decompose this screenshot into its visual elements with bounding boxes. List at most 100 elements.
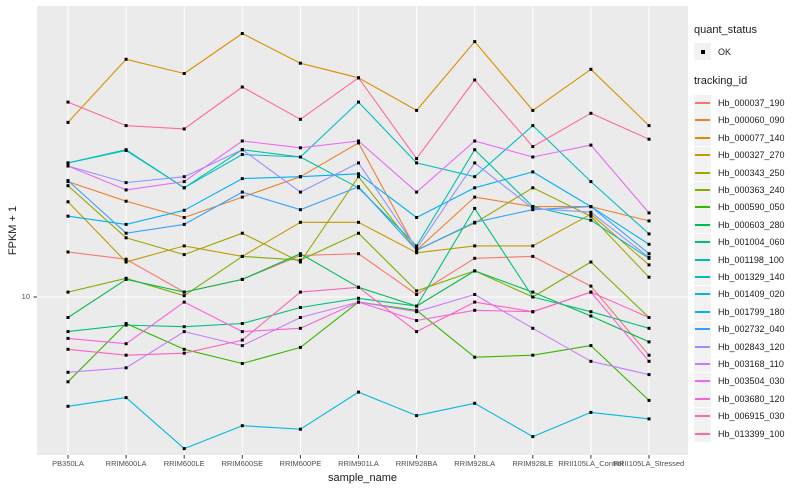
data-point: [66, 404, 70, 408]
data-point: [240, 190, 244, 194]
data-point: [415, 330, 419, 334]
data-point: [415, 310, 419, 314]
data-point: [298, 208, 302, 212]
data-point: [66, 290, 70, 294]
data-point: [647, 326, 651, 330]
data-point: [473, 300, 477, 304]
legend-item-Hb_013399_100: Hb_013399_100: [694, 425, 785, 442]
data-point: [124, 366, 128, 370]
data-point: [357, 296, 360, 300]
legend-item-Hb_000037_190: Hb_000037_190: [694, 94, 785, 112]
line-key-icon: [694, 216, 711, 234]
data-point: [357, 161, 360, 165]
data-point: [240, 330, 244, 334]
legend-line-swatch: [695, 171, 710, 174]
legend-item-Hb_001004_060: Hb_001004_060: [694, 233, 785, 251]
legend-line-swatch: [695, 258, 710, 261]
data-point: [647, 242, 651, 246]
line-key-icon: [694, 164, 711, 182]
legend-item-Hb_002843_120: Hb_002843_120: [694, 338, 785, 356]
data-point: [240, 362, 244, 365]
data-point: [531, 124, 535, 128]
data-point: [473, 256, 477, 260]
data-point: [531, 310, 535, 314]
legend-line-swatch: [695, 223, 710, 226]
data-point: [240, 277, 244, 281]
data-point: [124, 181, 128, 185]
data-point: [182, 180, 186, 184]
x-tick-label: RRIM928BA: [395, 459, 438, 468]
data-point: [647, 232, 651, 236]
legend-item-label: Hb_003680_120: [718, 393, 785, 404]
legend-item-Hb_000077_140: Hb_000077_140: [694, 129, 785, 147]
data-point: [589, 180, 593, 184]
data-point: [473, 244, 477, 248]
data-point: [240, 177, 244, 181]
legend-item-label: Hb_013399_100: [718, 428, 785, 439]
legend-item-Hb_001329_140: Hb_001329_140: [694, 268, 785, 286]
data-point: [298, 326, 302, 330]
data-point: [298, 290, 302, 294]
data-point: [66, 250, 70, 254]
data-point: [531, 326, 535, 330]
data-point: [182, 290, 186, 294]
data-point: [182, 244, 186, 248]
data-point: [647, 252, 651, 256]
x-tick-label: RRII105LA_Control: [558, 459, 624, 468]
line-key-icon: [694, 338, 711, 356]
data-point: [473, 139, 477, 143]
data-point: [182, 208, 186, 212]
data-point: [357, 285, 360, 289]
data-point: [473, 78, 477, 82]
data-point: [182, 127, 186, 131]
data-point: [357, 175, 360, 179]
legend-line-swatch: [695, 432, 710, 435]
data-point: [415, 244, 419, 248]
line-key-icon: [694, 407, 711, 425]
x-tick-label: RRIM600SE: [221, 459, 264, 468]
data-point: [647, 263, 651, 267]
data-point: [357, 100, 360, 104]
line-key-icon: [694, 233, 711, 251]
legend-item-label: Hb_000590_050: [718, 202, 785, 213]
data-point: [124, 396, 128, 400]
data-point: [124, 188, 128, 192]
legend-item-Hb_003680_120: Hb_003680_120: [694, 390, 785, 408]
data-point: [589, 205, 593, 209]
y-axis-title: FPKM + 1: [7, 205, 19, 256]
data-point: [357, 76, 360, 80]
data-point: [298, 345, 302, 349]
data-point: [124, 353, 128, 357]
data-point: [589, 310, 593, 314]
data-point: [415, 414, 419, 418]
data-point: [182, 222, 186, 226]
plot-panel: [37, 6, 688, 455]
data-point: [647, 219, 651, 223]
legend-item-label: Hb_000327_270: [718, 150, 785, 161]
data-point: [415, 247, 419, 250]
data-point: [66, 316, 70, 319]
data-point: [531, 435, 535, 439]
data-point: [298, 220, 302, 224]
data-point: [531, 170, 535, 174]
line-key-icon: [694, 181, 711, 199]
legend-item-label: Hb_002843_120: [718, 341, 785, 352]
data-point: [298, 146, 302, 150]
data-point: [124, 342, 128, 346]
legend-item-label: Hb_000343_250: [718, 167, 785, 178]
data-point: [473, 195, 477, 199]
data-point: [357, 252, 360, 256]
data-point: [298, 117, 302, 121]
data-point: [124, 236, 128, 240]
legend-item-label: Hb_000037_190: [718, 98, 785, 109]
legend-title-quant-status: quant_status: [694, 24, 757, 36]
data-point: [473, 401, 477, 405]
legend-line-swatch: [695, 362, 710, 365]
tracking-id-legend-items: Hb_000037_190 Hb_000060_090 Hb_000077_140 H…: [694, 94, 785, 442]
line-key-icon: [694, 303, 711, 321]
legend-line-swatch: [695, 119, 710, 122]
line-key-icon: [694, 268, 711, 286]
legend-line-swatch: [695, 345, 710, 348]
data-point: [473, 161, 477, 165]
